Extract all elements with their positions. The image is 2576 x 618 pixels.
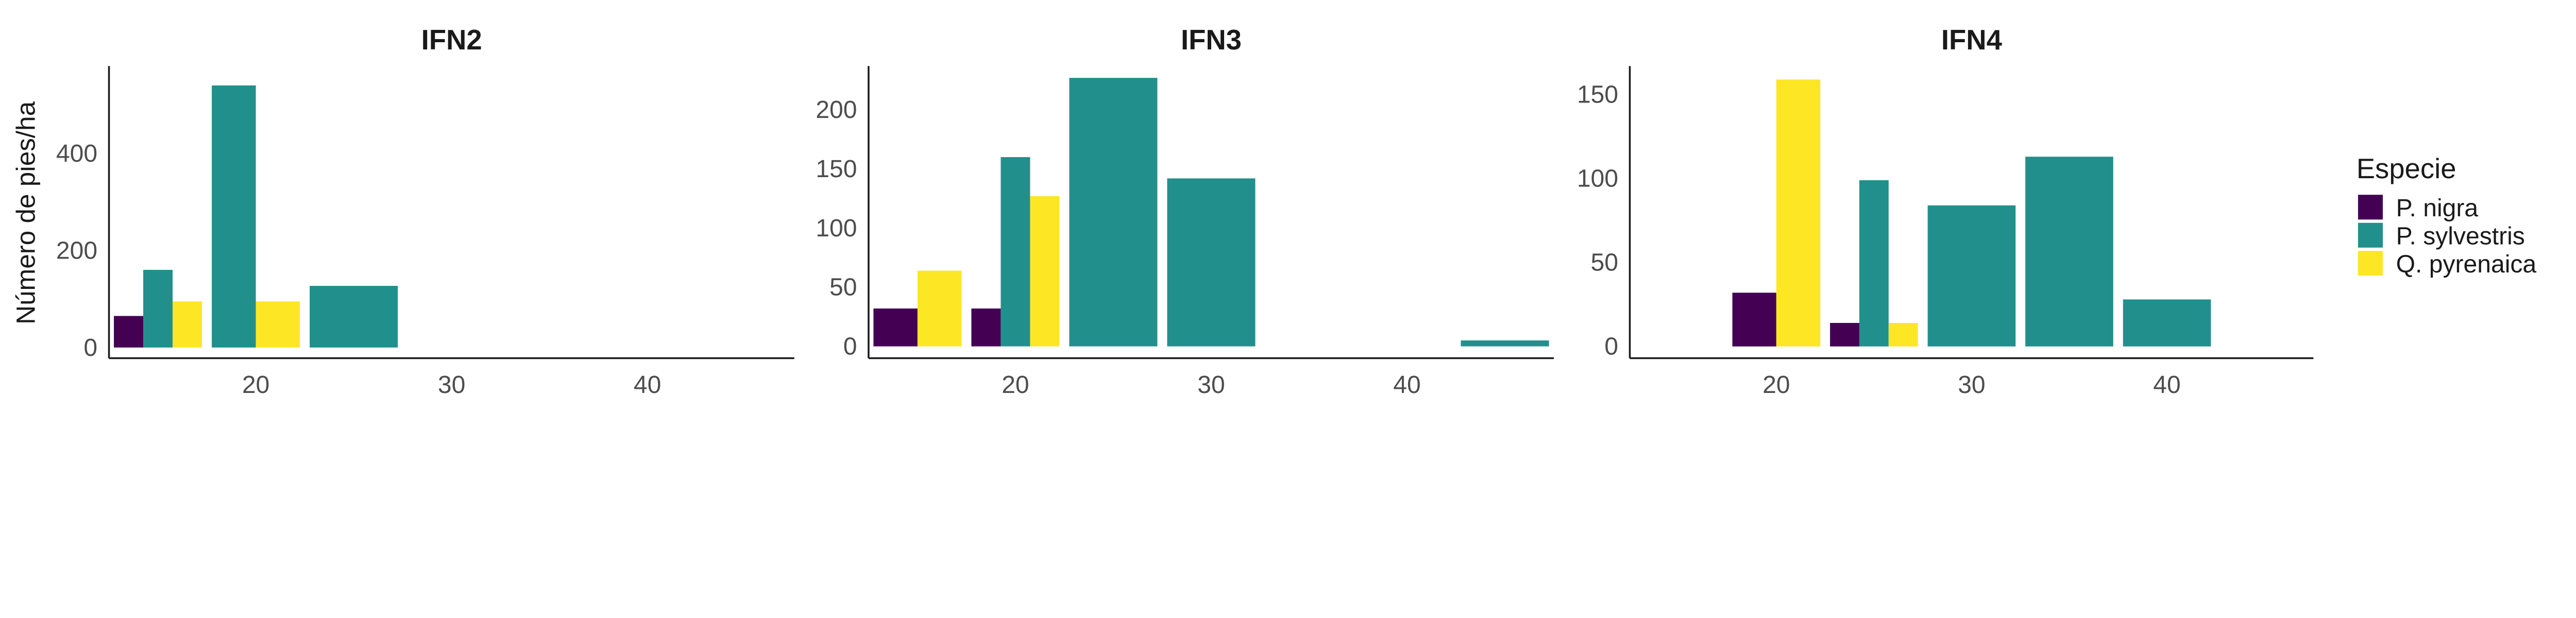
bar-p-nigra: [971, 308, 1001, 347]
y-tick-label: 200: [56, 236, 97, 264]
chart-figure: Número de pies/ha IFN2 0 200 400 20 30 40 IFN3 0…: [11, 24, 2537, 399]
y-tick-label: 400: [56, 140, 97, 167]
bar-q-pyrenaica: [1030, 196, 1060, 347]
y-tick-label: 200: [816, 96, 857, 124]
bar-p-sylvestris: [2025, 157, 2113, 347]
panel-title: IFN3: [1181, 24, 1242, 56]
legend-title: Especie: [2357, 153, 2456, 184]
x-tick-label: 30: [1958, 371, 1985, 399]
legend-label: P. nigra: [2396, 194, 2479, 222]
legend-swatch: [2358, 251, 2383, 276]
y-tick-label: 100: [1577, 165, 1618, 193]
y-tick-label: 100: [816, 214, 857, 242]
bar-p-sylvestris: [1927, 205, 2016, 347]
panel-ifn2: IFN2 0 200 400 20 30 40: [56, 24, 794, 399]
bar-p-sylvestris: [1001, 157, 1030, 347]
bar-p-sylvestris: [1069, 78, 1158, 347]
x-tick-label: 40: [1393, 371, 1420, 399]
y-tick-label: 150: [1577, 81, 1618, 109]
panel-ifn3: IFN3 0 50 100 150 200 20 30 40: [816, 24, 1554, 399]
bar-p-sylvestris: [143, 270, 173, 348]
bar-q-pyrenaica: [1888, 323, 1918, 347]
legend-item: P. sylvestris: [2358, 222, 2525, 250]
y-tick-label: 50: [829, 273, 857, 301]
y-tick-label: 150: [816, 155, 857, 183]
bar-p-nigra: [1830, 323, 1859, 347]
bar-p-sylvestris: [1461, 340, 1549, 347]
bar-p-sylvestris: [1859, 180, 1889, 347]
legend-item: Q. pyrenaica: [2358, 250, 2536, 278]
x-tick-label: 30: [1197, 371, 1225, 399]
panel-title: IFN2: [421, 24, 482, 56]
bar-p-nigra: [1732, 293, 1776, 347]
y-tick-label: 50: [1591, 249, 1618, 277]
y-tick-label: 0: [843, 333, 857, 360]
bar-q-pyrenaica: [1776, 79, 1821, 347]
y-tick-label: 0: [1604, 333, 1618, 360]
x-tick-label: 30: [438, 371, 465, 399]
x-tick-label: 40: [634, 371, 661, 399]
x-tick-label: 20: [242, 371, 269, 399]
legend-swatch: [2358, 195, 2383, 220]
panel-title: IFN4: [1941, 24, 2002, 56]
legend-label: Q. pyrenaica: [2396, 250, 2537, 278]
bar-p-sylvestris: [2123, 299, 2211, 347]
bar-q-pyrenaica: [917, 270, 962, 347]
legend-swatch: [2358, 222, 2383, 248]
bar-p-sylvestris: [1167, 178, 1256, 347]
legend-item: P. nigra: [2358, 194, 2478, 222]
bar-p-sylvestris: [310, 286, 398, 348]
bar-p-sylvestris: [212, 85, 256, 348]
y-axis-title: Número de pies/ha: [11, 101, 40, 324]
panel-ifn4: IFN4 0 50 100 150 20 30 40: [1577, 24, 2314, 399]
x-tick-label: 20: [1002, 371, 1029, 399]
bar-q-pyrenaica: [256, 301, 300, 348]
y-tick-label: 0: [83, 334, 97, 362]
bar-p-nigra: [114, 316, 144, 348]
x-tick-label: 20: [1762, 371, 1790, 399]
legend-label: P. sylvestris: [2396, 222, 2525, 250]
x-tick-label: 40: [2153, 371, 2180, 399]
bar-q-pyrenaica: [173, 301, 202, 348]
bar-p-nigra: [873, 308, 918, 347]
